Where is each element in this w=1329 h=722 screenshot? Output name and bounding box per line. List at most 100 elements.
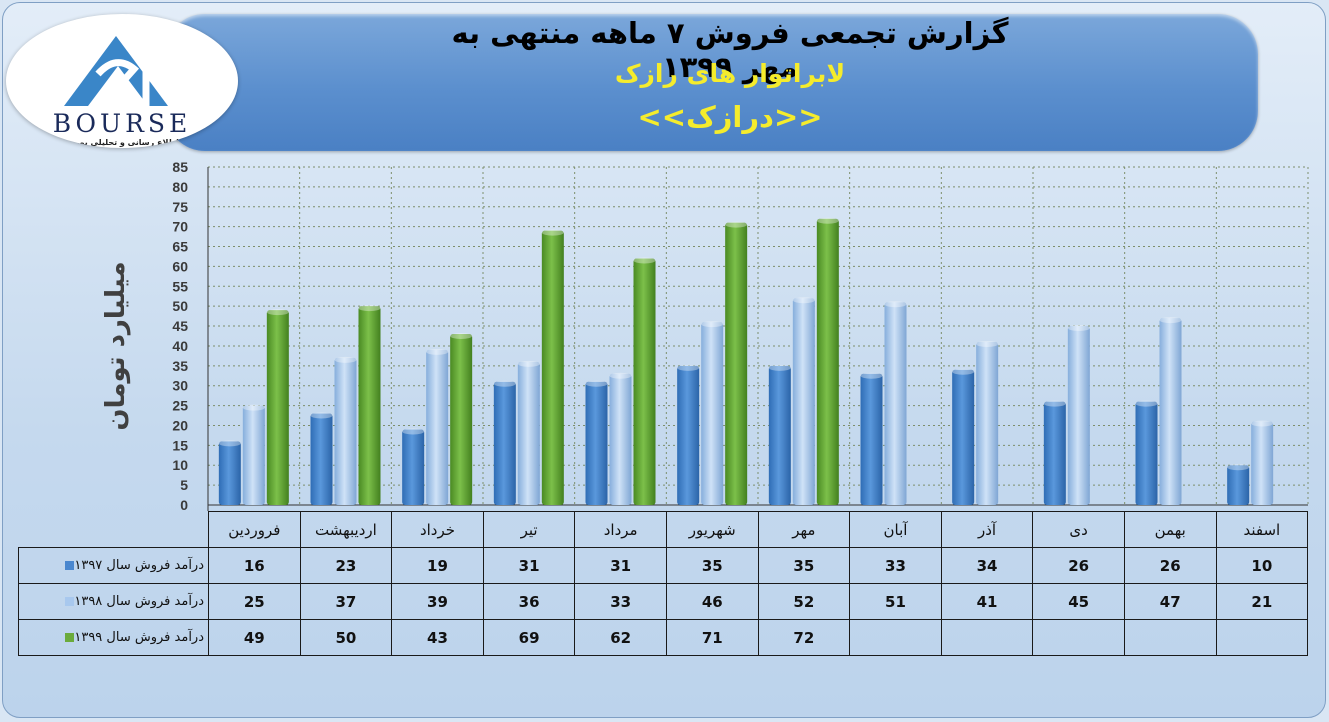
bar-2-5: [609, 373, 632, 505]
bar-top: [816, 217, 839, 224]
data-value: [940, 619, 1034, 656]
category-label: تیر: [482, 511, 576, 548]
data-value: 46: [665, 583, 759, 620]
bar-2-2: [334, 357, 357, 505]
data-value: 10: [1215, 547, 1309, 584]
bar-top: [860, 372, 883, 379]
bar-top: [633, 257, 656, 264]
y-tick-label: 25: [172, 398, 188, 414]
bar-1-7: [768, 365, 791, 505]
bar-3-5: [633, 258, 656, 505]
bar-top: [541, 229, 564, 236]
data-value: 62: [574, 619, 667, 656]
data-value: 45: [1032, 583, 1125, 620]
data-value: 33: [849, 547, 942, 584]
y-tick-label: 70: [172, 219, 188, 235]
legend-entry: درآمد فروش سال ۱۳۹۹: [18, 619, 209, 656]
y-tick-label: 10: [172, 457, 188, 473]
data-value: [1215, 619, 1309, 656]
data-value: 31: [482, 547, 576, 584]
data-value: 52: [757, 583, 851, 620]
bar-top: [701, 321, 724, 328]
bar-1-4: [493, 381, 516, 505]
bar-3-1: [266, 310, 289, 505]
bar-top: [1227, 464, 1250, 471]
bar-1-10: [1043, 401, 1066, 505]
bar-top: [1251, 420, 1274, 427]
legend-label: درآمد فروش سال ۱۳۹۸: [74, 594, 204, 609]
bar-top: [976, 340, 999, 347]
bar-top: [792, 297, 815, 304]
bar-1-6: [677, 365, 700, 505]
bar-1-11: [1135, 401, 1158, 505]
data-value: 50: [299, 619, 393, 656]
bar-top: [517, 360, 540, 367]
category-label: اردیبهشت: [299, 511, 393, 548]
bar-2-11: [1159, 318, 1182, 505]
bar-top: [1159, 317, 1182, 324]
bar-3-6: [725, 222, 748, 505]
bar-top: [334, 356, 357, 363]
bar-2-6: [701, 322, 724, 505]
y-tick-label: 30: [172, 378, 188, 394]
data-value: 41: [940, 583, 1034, 620]
data-value: 49: [208, 619, 301, 656]
bar-top: [493, 380, 516, 387]
y-tick-label: 20: [172, 417, 188, 433]
bar-2-9: [976, 341, 999, 505]
category-label: بهمن: [1123, 511, 1217, 548]
bar-1-12: [1227, 465, 1250, 505]
ticker-symbol: <<درازک>>: [637, 100, 823, 134]
data-value: 19: [391, 547, 484, 584]
bar-top: [1135, 400, 1158, 407]
legend-swatch: [65, 633, 75, 642]
data-value: 71: [665, 619, 759, 656]
data-value: 43: [391, 619, 484, 656]
header-banner: [165, 14, 1258, 151]
bar-2-10: [1067, 326, 1090, 505]
bar-top: [585, 380, 608, 387]
data-value: [1123, 619, 1217, 656]
bar-top: [1067, 325, 1090, 332]
data-value: 31: [574, 547, 667, 584]
category-label: مرداد: [574, 511, 667, 548]
data-value: 35: [757, 547, 851, 584]
bar-1-8: [860, 373, 883, 505]
y-tick-label: 0: [180, 497, 188, 513]
data-value: 16: [208, 547, 301, 584]
bar-3-4: [541, 230, 564, 505]
y-tick-label: 75: [172, 199, 188, 215]
bar-1-3: [402, 429, 425, 505]
bar-2-12: [1251, 421, 1274, 505]
table-row: درآمد فروش سال ۱۳۹۸ 25 37 39 36 33 46 52 51 41 45 4…: [18, 583, 1309, 620]
y-tick-label: 85: [172, 159, 188, 175]
category-label: فروردین: [208, 511, 301, 548]
data-value: 25: [208, 583, 301, 620]
chart-grid: [207, 166, 1309, 511]
legend-entry: درآمد فروش سال ۱۳۹۸: [18, 583, 209, 620]
data-value: 72: [757, 619, 851, 656]
bar-2-7: [792, 298, 815, 505]
category-label: مهر: [757, 511, 851, 548]
data-value: 37: [299, 583, 393, 620]
y-tick-label: 60: [172, 258, 188, 274]
category-label: دی: [1032, 511, 1125, 548]
chart-bars: [218, 217, 1274, 505]
bar-top: [952, 368, 975, 375]
data-value: 21: [1215, 583, 1309, 620]
y-tick-label: 5: [180, 477, 188, 493]
data-value: [1032, 619, 1125, 656]
y-tick-label: 35: [172, 358, 188, 374]
data-table: فروردین اردیبهشت خرداد تیر مرداد شهریور مهر آبا…: [18, 511, 1309, 656]
data-value: 35: [665, 547, 759, 584]
legend-swatch: [65, 561, 75, 570]
bar-3-3: [450, 334, 473, 505]
y-tick-label: 50: [172, 298, 188, 314]
y-tick-label: 55: [172, 278, 188, 294]
bar-top: [768, 364, 791, 371]
y-tick-label: 15: [172, 437, 188, 453]
data-value: 26: [1032, 547, 1125, 584]
bar-top: [310, 412, 333, 419]
bar-2-3: [426, 349, 449, 505]
